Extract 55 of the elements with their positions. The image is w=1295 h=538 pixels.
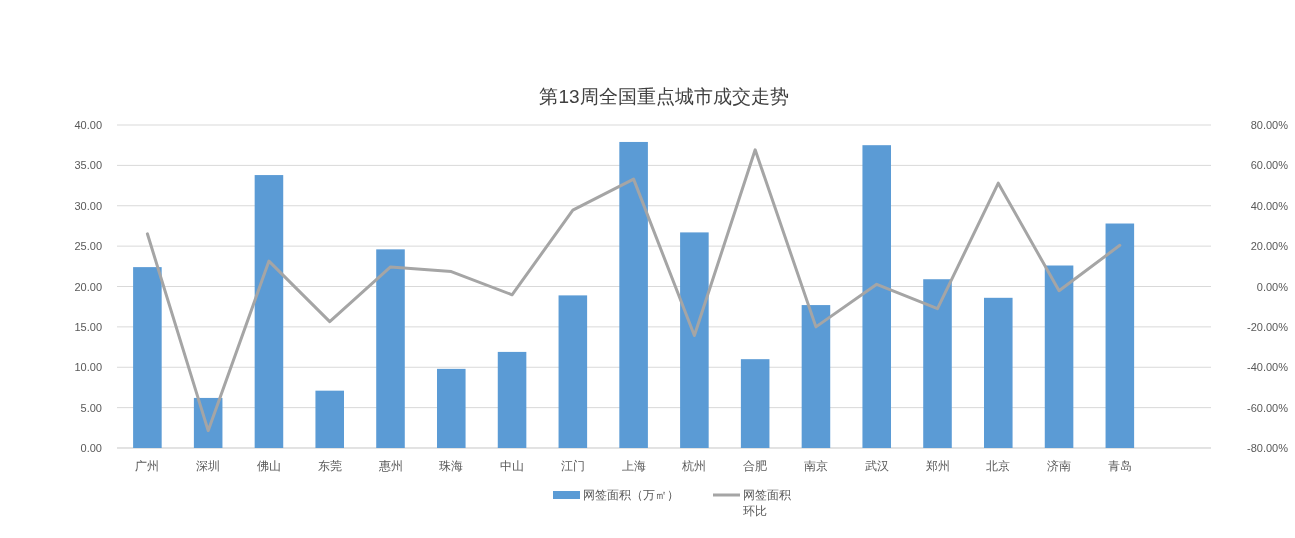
y2-tick-label: 40.00%	[1250, 199, 1289, 212]
y2-tick-label: -60.00%	[1247, 401, 1289, 414]
y2-tick-label: 0.00%	[1256, 280, 1289, 293]
bar	[862, 145, 891, 448]
bar	[376, 249, 405, 448]
y-tick-label: 20.00	[74, 280, 102, 293]
y-tick-label: 35.00	[74, 159, 102, 172]
x-tick-label: 杭州	[681, 459, 707, 473]
x-tick-label: 广州	[135, 459, 160, 473]
y2-tick-label: 20.00%	[1250, 240, 1289, 253]
y2-tick-label: -80.00%	[1247, 442, 1289, 454]
x-tick-label: 上海	[621, 459, 646, 473]
x-tick-label: 江门	[560, 459, 585, 473]
x-tick-label: 南京	[803, 459, 828, 473]
y-tick-label: 0.00	[80, 442, 102, 454]
bar	[558, 295, 588, 448]
y-tick-label: 30.00	[74, 199, 102, 212]
y-tick-label: 25.00	[74, 240, 102, 253]
y2-tick-label: -40.00%	[1247, 361, 1289, 374]
bar	[254, 175, 284, 448]
bar	[619, 141, 648, 448]
x-tick-label: 深圳	[196, 459, 221, 473]
y2-tick-label: 80.00%	[1250, 119, 1289, 131]
y-tick-label: 5.00	[80, 401, 102, 414]
bar	[133, 267, 162, 448]
y2-tick-label: -20.00%	[1247, 320, 1289, 333]
legend-label: 网签面积环比	[743, 488, 791, 518]
bar	[315, 390, 344, 448]
x-tick-label: 济南	[1047, 459, 1072, 473]
bar	[740, 359, 770, 448]
bar	[437, 368, 466, 448]
x-tick-label: 郑州	[925, 459, 950, 473]
y2-tick-label: 60.00%	[1250, 159, 1289, 172]
x-tick-label: 东莞	[317, 459, 342, 473]
x-tick-label: 武汉	[864, 459, 889, 473]
line-series	[145, 148, 1122, 433]
bar	[984, 297, 1013, 448]
bar	[680, 232, 709, 448]
bar	[801, 305, 831, 448]
bar	[1044, 265, 1074, 448]
bar	[923, 279, 952, 448]
chart-title: 第13周全国重点城市成交走势	[539, 86, 789, 107]
x-tick-label: 北京	[986, 459, 1011, 473]
x-tick-label: 惠州	[377, 459, 403, 473]
x-tick-label: 青岛	[1107, 459, 1132, 473]
legend-label: 网签面积（万㎡）	[583, 488, 679, 502]
y-tick-label: 15.00	[74, 320, 102, 333]
bar	[1105, 223, 1135, 448]
bar	[497, 351, 527, 448]
x-tick-label: 合肥	[743, 459, 768, 473]
y-tick-label: 40.00	[74, 119, 102, 131]
x-tick-label: 佛山	[256, 459, 281, 473]
y-tick-label: 10.00	[74, 361, 102, 374]
x-tick-label: 中山	[500, 459, 525, 473]
x-tick-label: 珠海	[439, 459, 464, 473]
